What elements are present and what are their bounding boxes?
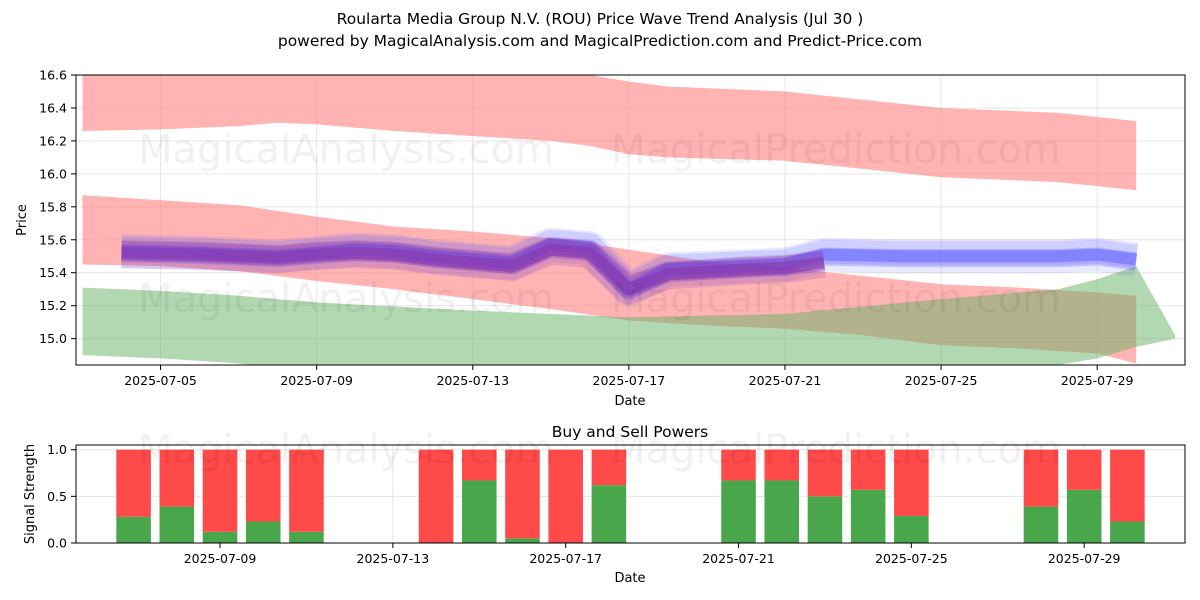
price-x-label: Date <box>614 394 645 409</box>
sell-bar <box>894 449 929 516</box>
buy-bar <box>850 489 886 543</box>
band-upper <box>82 75 1137 191</box>
price-x-tick-label: 2025-07-05 <box>124 373 197 388</box>
sell-bar <box>721 449 756 481</box>
price-series <box>121 227 1139 307</box>
buy-bar <box>461 480 497 543</box>
signal-x-tick-label: 2025-07-09 <box>184 551 257 566</box>
price-y-tick-label: 16.2 <box>39 133 67 148</box>
sell-bar <box>548 449 583 543</box>
signal-bars <box>116 449 1145 543</box>
buy-bar <box>159 506 195 543</box>
sell-bar <box>807 449 843 497</box>
signal-x-tick-label: 2025-07-25 <box>875 551 948 566</box>
buy-bar <box>245 521 281 543</box>
signal-x-label: Date <box>614 571 645 586</box>
price-x-tick-label: 2025-07-29 <box>1061 373 1134 388</box>
buy-bar <box>894 515 929 543</box>
title-block: Roularta Media Group N.V. (ROU) Price Wa… <box>0 8 1200 52</box>
signal-y-tick-label: 0.5 <box>47 489 67 504</box>
buy-bar <box>116 516 151 543</box>
price-x-tick-label: 2025-07-25 <box>905 373 978 388</box>
price-plot-frame <box>75 74 1186 366</box>
watermark-analysis-top: MagicalAnalysis.com <box>138 127 554 173</box>
signal-x-axis: 2025-07-09 2025-07-13 2025-07-17 2025-07-21… <box>184 543 1121 566</box>
chart-subtitle: powered by MagicalAnalysis.com and Magic… <box>277 32 923 50</box>
price-y-tick-label: 15.4 <box>39 265 67 280</box>
price-y-tick-label: 16.4 <box>39 100 67 115</box>
signal-x-tick-label: 2025-07-21 <box>702 551 775 566</box>
sell-bar <box>245 449 281 522</box>
signal-y-tick-label: 0.0 <box>47 536 67 551</box>
sell-bar <box>1066 449 1102 490</box>
buy-bar <box>202 531 238 543</box>
watermark-analysis-mid: MagicalAnalysis.com <box>138 276 554 322</box>
signal-plot-frame <box>75 444 1186 544</box>
price-watermarks: MagicalAnalysis.com MagicalPrediction.co… <box>138 127 1061 322</box>
signal-x-tick-label: 2025-07-29 <box>1048 551 1121 566</box>
sell-bar <box>1110 449 1145 522</box>
buy-bar <box>289 531 324 543</box>
sell-bar <box>764 449 800 481</box>
sell-bar <box>850 449 886 490</box>
watermark-prediction-mid: MagicalPrediction.com <box>611 276 1061 322</box>
price-x-tick-label: 2025-07-13 <box>436 373 509 388</box>
sell-bar <box>289 449 324 532</box>
buy-bar <box>721 480 756 543</box>
signal-watermarks: MagicalAnalysis.com MagicalPrediction.co… <box>138 427 1061 473</box>
watermark-analysis-bottom: MagicalAnalysis.com <box>138 427 554 473</box>
buy-bar <box>764 480 800 543</box>
sell-bar <box>202 449 238 532</box>
signal-x-tick-label: 2025-07-13 <box>357 551 430 566</box>
buy-sell-chart: Buy and Sell Powers MagicalAnalysis.com … <box>23 423 1186 586</box>
sell-bar <box>116 449 151 517</box>
signal-y-tick-label: 1.0 <box>47 442 67 457</box>
price-wave-chart: MagicalAnalysis.com MagicalPrediction.co… <box>15 68 1186 409</box>
price-y-tick-label: 15.2 <box>39 298 67 313</box>
price-x-axis: 2025-07-05 2025-07-09 2025-07-13 2025-07-17… <box>124 365 1134 388</box>
signal-y-axis: 0.0 0.5 1.0 <box>47 442 76 551</box>
buy-bar <box>505 538 540 543</box>
band-lower <box>82 266 1176 365</box>
buy-sell-title: Buy and Sell Powers <box>552 423 709 441</box>
price-bands <box>82 75 1176 365</box>
price-y-tick-label: 16.6 <box>39 68 67 83</box>
sell-bar <box>418 449 454 543</box>
buy-bar <box>1066 489 1102 543</box>
price-y-tick-label: 16.0 <box>39 166 67 181</box>
signal-y-label: Signal Strength <box>23 444 38 544</box>
sell-bar <box>461 449 497 481</box>
buy-bar <box>591 485 627 543</box>
price-x-tick-label: 2025-07-17 <box>593 373 666 388</box>
buy-bar <box>1023 506 1059 543</box>
signal-x-tick-label: 2025-07-17 <box>529 551 602 566</box>
chart-title: Roularta Media Group N.V. (ROU) Price Wa… <box>336 10 864 28</box>
buy-bar <box>1110 521 1145 543</box>
buy-bar <box>807 496 843 543</box>
price-x-tick-label: 2025-07-09 <box>280 373 353 388</box>
price-y-label: Price <box>15 204 30 236</box>
predicted-wave-layer-2 <box>121 243 825 296</box>
price-x-tick-label: 2025-07-21 <box>749 373 822 388</box>
sell-bar <box>159 449 195 507</box>
watermark-prediction-bottom: MagicalPrediction.com <box>611 427 1061 473</box>
price-y-tick-label: 15.0 <box>39 331 67 346</box>
watermark-prediction-top: MagicalPrediction.com <box>611 127 1061 173</box>
price-y-tick-label: 15.6 <box>39 232 67 247</box>
sell-bar <box>1023 449 1059 507</box>
price-y-tick-label: 15.8 <box>39 199 67 214</box>
sell-bar <box>505 449 540 539</box>
sell-bar <box>591 449 627 486</box>
price-y-axis: 15.0 15.2 15.4 15.6 15.8 16.0 16.2 16.4 16.6 <box>39 68 76 346</box>
